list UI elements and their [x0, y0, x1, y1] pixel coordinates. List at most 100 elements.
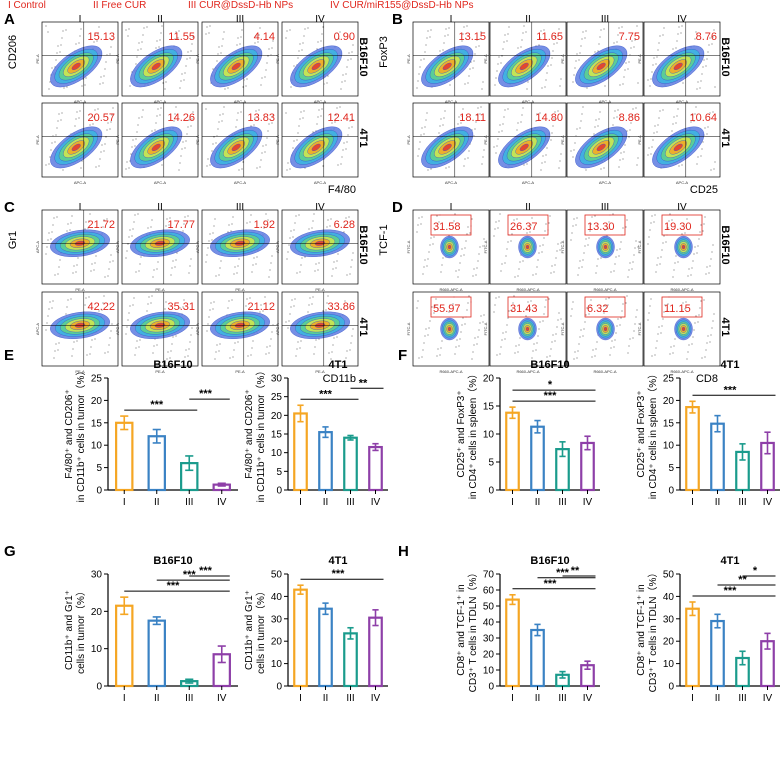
quadrant-percentage: 8.76 [696, 31, 717, 43]
event-dot [183, 223, 185, 225]
event-dot [417, 80, 419, 82]
event-dot [557, 319, 559, 321]
event-dot [538, 44, 540, 46]
event-dot [72, 348, 74, 350]
event-dot [523, 164, 525, 166]
event-dot [628, 61, 630, 63]
event-dot [635, 107, 637, 109]
event-dot [691, 114, 693, 116]
event-dot [502, 123, 504, 125]
event-dot [603, 312, 605, 314]
event-dot [527, 301, 529, 303]
event-dot [126, 161, 128, 163]
axis-channel-x: APC-A [445, 180, 458, 185]
event-dot [312, 131, 314, 133]
event-dot [702, 141, 704, 143]
event-dot [582, 335, 584, 337]
event-dot [604, 305, 606, 307]
event-dot [702, 230, 704, 232]
event-dot [710, 334, 712, 336]
event-dot [47, 239, 49, 241]
significance-label: *** [544, 390, 558, 402]
event-dot [75, 43, 77, 45]
event-dot [108, 268, 110, 270]
axis-channel-y: FITC-A [483, 240, 488, 253]
event-dot [691, 267, 693, 269]
event-dot [555, 333, 557, 335]
event-dot [155, 122, 157, 124]
event-dot [322, 165, 324, 167]
event-dot [531, 357, 533, 359]
event-dot [475, 46, 477, 48]
event-dot [65, 313, 67, 315]
event-dot [258, 109, 260, 111]
event-dot [317, 116, 319, 118]
axis-channel-x: APC-A [314, 99, 327, 104]
x-tick-label: IV [583, 693, 593, 704]
group-numeral: II [525, 14, 531, 25]
x-tick-label: II [715, 497, 721, 508]
event-dot [128, 167, 130, 169]
event-dot [517, 47, 519, 49]
event-dot [290, 230, 292, 232]
axis-channel-x: R660-APC-A [593, 287, 616, 292]
event-dot [672, 123, 674, 125]
y-tick-label: 0 [276, 682, 282, 693]
event-dot [236, 119, 238, 121]
event-dot [420, 134, 422, 136]
event-dot [673, 116, 675, 118]
event-dot [681, 309, 683, 311]
event-dot [104, 68, 106, 70]
event-dot [190, 50, 192, 52]
event-dot [661, 325, 663, 327]
event-dot [475, 121, 477, 123]
event-dot [674, 338, 676, 340]
event-dot [70, 222, 72, 224]
event-dot [432, 243, 434, 245]
event-dot [184, 356, 186, 358]
event-dot [218, 274, 220, 276]
event-dot [553, 118, 555, 120]
event-dot [97, 33, 99, 35]
bar-i [115, 421, 134, 492]
event-dot [209, 164, 211, 166]
event-dot [589, 306, 591, 308]
y-axis-label: CD25⁺ and FoxP3⁺ [636, 390, 647, 477]
event-dot [621, 310, 623, 312]
event-dot [289, 168, 291, 170]
event-dot [424, 126, 426, 128]
gate-percentage: 31.58 [433, 221, 461, 233]
event-dot [423, 58, 425, 60]
event-dot [420, 59, 422, 61]
event-dot [100, 76, 102, 78]
event-dot [582, 259, 584, 261]
event-dot [712, 320, 714, 322]
event-dot [543, 313, 545, 315]
event-dot [544, 161, 546, 163]
event-dot [632, 108, 634, 110]
event-dot [463, 26, 465, 28]
event-dot [74, 125, 76, 127]
event-dot [298, 125, 300, 127]
x-tick-label: I [511, 497, 514, 508]
event-dot [285, 321, 287, 323]
event-dot [233, 349, 235, 351]
y-tick-label: 5 [488, 458, 494, 469]
density-contour [447, 326, 452, 332]
x-tick-label: IV [217, 693, 227, 704]
x-tick-label: I [299, 497, 302, 508]
event-dot [143, 27, 145, 29]
event-dot [523, 25, 525, 27]
event-dot [539, 321, 541, 323]
event-dot [187, 215, 189, 217]
event-dot [59, 259, 61, 261]
group-numeral: I [450, 202, 453, 213]
event-dot [55, 59, 57, 61]
event-dot [433, 236, 435, 238]
event-dot [107, 351, 109, 353]
event-dot [702, 66, 704, 68]
y-tick-label: 20 [663, 396, 675, 407]
event-dot [529, 231, 531, 233]
